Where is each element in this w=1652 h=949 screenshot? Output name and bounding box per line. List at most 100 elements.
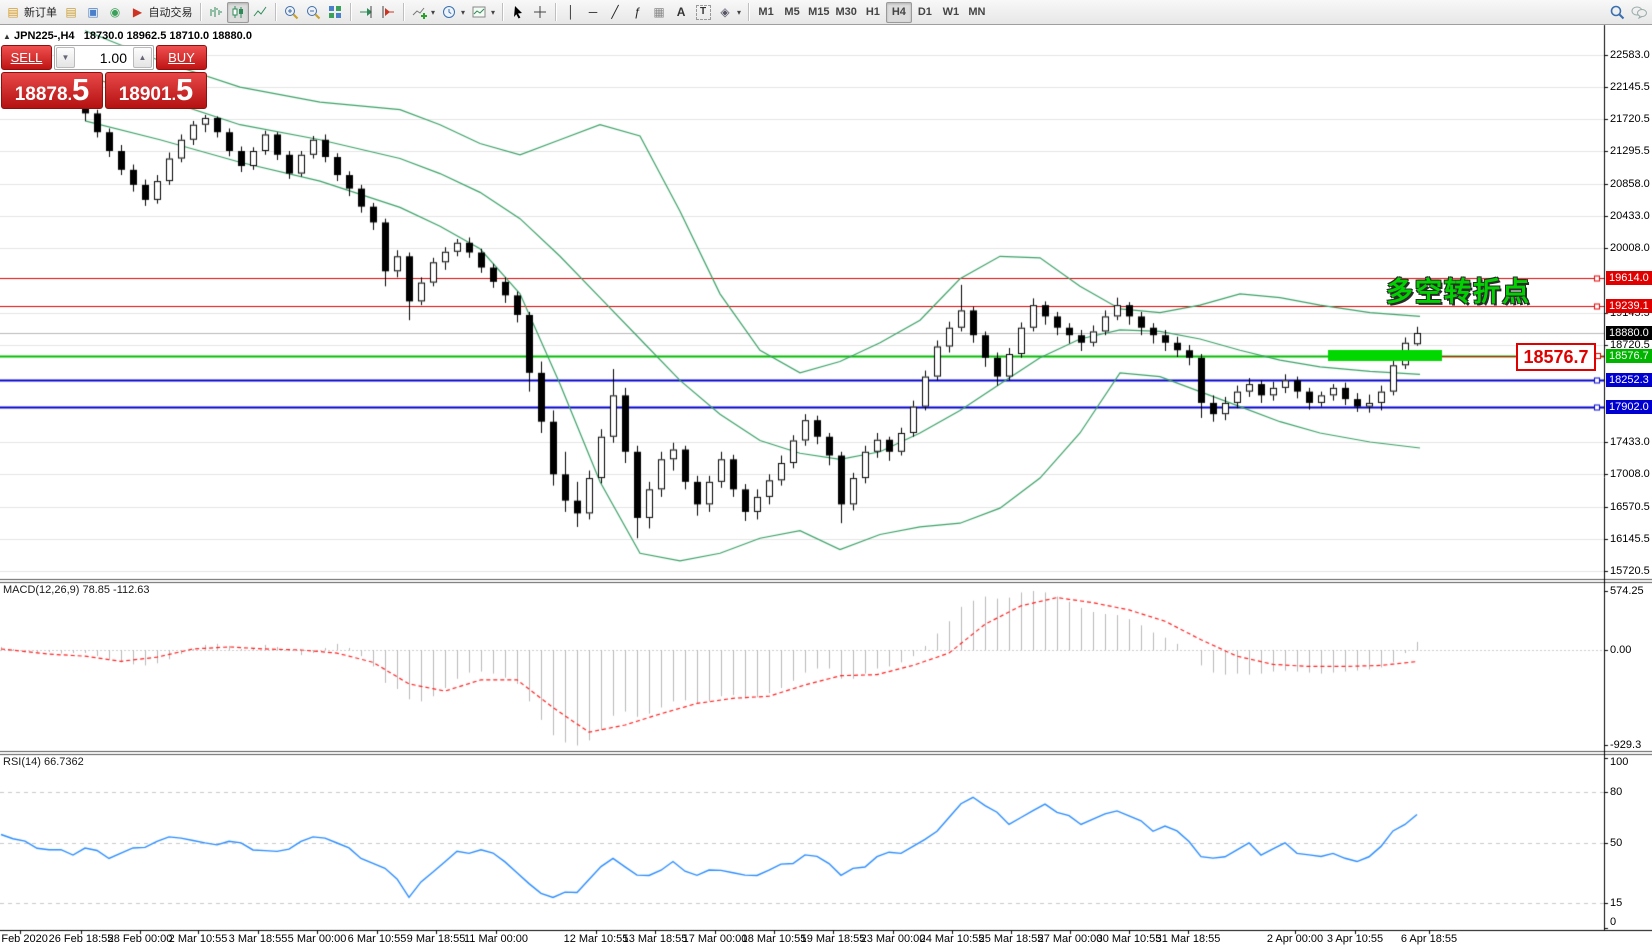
toolbar: ▤ 新订单 ▤ ▣ ◉ ▶ 自动交易 — [0, 0, 1652, 25]
time-axis-label: 26 Feb 18:55 — [48, 933, 114, 945]
volume-decrease-button[interactable]: ▼ — [56, 47, 75, 68]
zoom-in-button[interactable] — [280, 2, 302, 23]
auto-scroll-button[interactable] — [355, 2, 377, 23]
price-badge: 19239.1 — [1606, 298, 1652, 313]
vertical-line-button[interactable]: │ — [560, 2, 582, 23]
buy-price-button[interactable]: 18901. 5 — [105, 72, 207, 109]
tab-timeframe-h4[interactable]: H4 — [885, 1, 912, 23]
time-axis-label: 18 Mar 10:55 — [741, 933, 807, 945]
auto-trading-label: 自动交易 — [148, 7, 193, 19]
templates-button[interactable]: ▾ — [468, 2, 498, 23]
line-chart-icon — [252, 4, 268, 20]
time-axis-label: 5 Feb 2020 — [0, 933, 48, 945]
chart-shift-icon — [380, 4, 396, 20]
zoom-in-icon — [283, 4, 299, 20]
time-axis-label: 13 Mar 18:55 — [622, 933, 688, 945]
tab-timeframe-d1[interactable]: D1 — [912, 2, 938, 23]
grid-tool-button[interactable]: ▦ — [648, 2, 670, 23]
time-axis-label: 2 Apr 00:00 — [1266, 933, 1324, 945]
market-watch-icon: ▣ — [87, 5, 99, 19]
cursor-button[interactable] — [507, 2, 529, 23]
time-axis-label: 27 Mar 00:00 — [1037, 933, 1103, 945]
chevron-down-icon: ▾ — [461, 7, 466, 17]
tab-timeframe-mn[interactable]: MN — [964, 2, 990, 23]
volume-input[interactable]: 1.00 — [99, 49, 127, 66]
text-tool-icon: A — [676, 5, 686, 19]
time-axis-label: 3 Apr 10:55 — [1326, 933, 1384, 945]
annotation-text[interactable]: 多空转折点 — [1386, 277, 1531, 307]
shapes-icon: ◈ — [720, 5, 730, 19]
price-axis-label: 21295.5 — [1610, 145, 1650, 158]
label-tool-button[interactable]: T — [692, 2, 714, 23]
horizontal-line-button[interactable]: ─ — [582, 2, 604, 23]
toolbar-separator — [555, 3, 557, 21]
volume-spinner: ▼ 1.00 ▲ — [54, 45, 154, 70]
rsi-axis-label: 100 — [1610, 756, 1629, 768]
templates-icon — [471, 4, 487, 20]
rsi-label: RSI(14) 66.7362 — [3, 756, 84, 768]
horizontal-line-icon: ─ — [588, 5, 598, 19]
bar-chart-button[interactable] — [205, 2, 227, 23]
auto-scroll-icon — [358, 4, 374, 20]
chevron-down-icon: ▾ — [491, 7, 496, 17]
crosshair-button[interactable] — [529, 2, 551, 23]
chevron-down-icon: ▾ — [737, 7, 742, 17]
cursor-icon — [510, 4, 526, 20]
price-axis-label: 21720.5 — [1610, 113, 1650, 126]
toolbar-separator — [502, 3, 504, 21]
time-axis-label: 24 Mar 10:55 — [919, 933, 985, 945]
tile-windows-button[interactable] — [324, 2, 346, 23]
auto-trading-button[interactable]: ▶ 自动交易 — [126, 2, 196, 23]
time-axis-label: 17 Mar 00:00 — [682, 933, 748, 945]
profiles-icon: ▤ — [65, 5, 77, 19]
sell-price-button[interactable]: 18878. 5 — [1, 72, 103, 109]
buy-price-fraction: 5 — [176, 72, 194, 107]
tab-timeframe-m1[interactable]: M1 — [753, 2, 779, 23]
signals-button[interactable]: ◉ — [104, 2, 126, 23]
symbol-period-label: JPN225-,H4 — [14, 30, 75, 42]
candlestick-chart-button[interactable] — [227, 1, 249, 23]
time-axis-label: 23 Mar 00:00 — [860, 933, 926, 945]
collapse-panel-icon[interactable]: ▲ — [3, 32, 11, 41]
sell-button[interactable]: SELL — [1, 45, 52, 70]
macd-axis-label: 574.25 — [1610, 585, 1644, 597]
tab-timeframe-m15[interactable]: M15 — [805, 2, 832, 23]
time-axis-label: 6 Mar 10:55 — [347, 933, 407, 945]
tab-timeframe-h1[interactable]: H1 — [860, 2, 886, 23]
chat-button[interactable] — [1628, 2, 1650, 23]
line-chart-button[interactable] — [249, 2, 271, 23]
rsi-axis-label: 80 — [1610, 786, 1623, 798]
price-axis-label: 22145.5 — [1610, 81, 1650, 94]
one-click-trading-panel: SELL ▼ 1.00 ▲ BUY 18878. 5 18901. 5 — [1, 45, 207, 109]
search-button[interactable] — [1606, 2, 1628, 23]
price-axis-label: 17433.0 — [1610, 435, 1650, 448]
time-axis-label: 11 Mar 00:00 — [463, 933, 529, 945]
periods-button[interactable]: ▾ — [438, 2, 468, 23]
tab-timeframe-w1[interactable]: W1 — [938, 2, 964, 23]
chart-shift-button[interactable] — [377, 2, 399, 23]
price-callout-box[interactable]: 18576.7 — [1516, 343, 1596, 371]
toolbar-separator — [200, 3, 201, 21]
price-badge: 17902.0 — [1606, 399, 1652, 414]
trendline-button[interactable]: ╱ — [604, 2, 626, 23]
new-order-icon: ▤ — [7, 5, 19, 19]
price-axis-label: 20858.0 — [1610, 178, 1650, 191]
candlestick-chart-icon — [230, 4, 246, 20]
price-badge: 18252.3 — [1606, 373, 1652, 388]
fibonacci-button[interactable]: ƒ — [626, 2, 648, 23]
indicators-button[interactable]: ▾ — [408, 2, 438, 23]
market-watch-button[interactable]: ▣ — [82, 2, 104, 23]
tab-timeframe-m5[interactable]: M5 — [779, 2, 805, 23]
zoom-out-button[interactable] — [302, 2, 324, 23]
toolbar-separator — [350, 3, 351, 21]
buy-button[interactable]: BUY — [156, 45, 207, 70]
bar-chart-icon — [208, 4, 224, 20]
text-tool-button[interactable]: A — [670, 2, 692, 23]
tab-timeframe-m30[interactable]: M30 — [832, 2, 859, 23]
new-order-button[interactable]: ▤ 新订单 — [2, 2, 60, 23]
volume-increase-button[interactable]: ▲ — [133, 47, 152, 68]
shapes-button[interactable]: ◈ ▾ — [714, 2, 744, 23]
profiles-button[interactable]: ▤ — [60, 2, 82, 23]
